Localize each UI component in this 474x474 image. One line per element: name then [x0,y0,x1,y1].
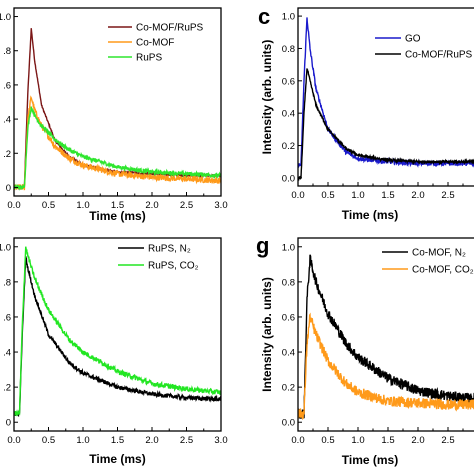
y-tick-label: 0.2 [282,141,295,152]
x-tick-label: 0.5 [42,435,55,446]
y-tick-label: .2 [3,149,11,160]
x-axis-label: Time (ms) [89,452,145,466]
x-tick-label: 0.0 [291,190,304,201]
x-tick-label: 2.5 [180,435,193,446]
x-tick-label: 2.5 [180,200,193,211]
y-tick-label: .8 [3,46,11,57]
y-tick-label: .8 [3,277,11,288]
y-tick-label: 1.0 [0,12,11,23]
x-tick-label: 1.5 [111,200,124,211]
y-tick-label: 1.0 [282,12,295,23]
panel-letter: g [256,233,269,258]
series-line-c-1 [298,68,474,182]
x-tick-label: 0.0 [7,435,20,446]
legend-label: Co-MOF, CO₂ [412,265,474,276]
x-tick-label: 0.0 [7,200,20,211]
y-axis-label: Intensity (arb. units) [260,40,274,155]
series-line-top-left-1 [14,95,221,191]
x-tick-label: 1.5 [111,435,124,446]
x-tick-label: 2.5 [441,435,454,446]
x-tick-label: 0.5 [321,190,334,201]
y-tick-label: .2 [3,383,11,394]
x-axis-label: Time (ms) [89,209,145,223]
x-tick-label: 1.0 [76,200,89,211]
series-line-g-1 [298,312,474,420]
legend-label: GO [405,34,421,45]
series-line-bottom-left-1 [14,246,221,417]
x-tick-label: 1.5 [381,190,394,201]
x-tick-label: 1.5 [381,435,394,446]
panel-g: 0.0 0.5 1.0 1.5 2.0 2.5 0.0 0.2 0.4 0.6 0.8 1.0 Time… [256,233,474,467]
y-tick-label: 0.0 [282,418,295,429]
x-tick-label: 2.0 [411,190,424,201]
x-tick-label: 0.0 [291,435,304,446]
y-tick-label: .4 [3,115,11,126]
series-line-top-left-0 [14,28,221,191]
y-tick-label: 1.0 [282,242,295,253]
x-axis-label: Time (ms) [342,208,398,222]
y-tick-label: 0.4 [282,109,295,120]
y-tick-label: 0.2 [282,383,295,394]
x-tick-label: 3.0 [214,200,227,211]
x-tick-label: 0.5 [321,435,334,446]
x-tick-label: 2.5 [441,190,454,201]
x-tick-label: 2.0 [145,200,158,211]
y-tick-label: 0 [6,418,11,429]
y-tick-label: 0.0 [282,173,295,184]
y-tick-label: 0.4 [282,348,295,359]
x-tick-label: 1.0 [351,435,364,446]
legend-label: Co-MOF/RuPS [405,50,473,61]
y-axis-label: Intensity (arb. units) [260,277,274,392]
x-axis-label: Time (ms) [342,453,398,467]
panel-c: 0.0 0.5 1.0 1.5 2.0 2.5 0.0 0.2 0.4 0.6 0.8 1.0 Time… [258,4,474,222]
y-tick-label: 0.8 [282,44,295,55]
x-tick-label: 1.0 [351,190,364,201]
y-tick-label: 0.8 [282,277,295,288]
x-tick-label: 0.5 [42,200,55,211]
x-tick-label: 2.0 [411,435,424,446]
x-tick-label: 3.0 [214,435,227,446]
legend-label: Co-MOF, N₂ [412,248,466,259]
legend-label: RuPS, CO₂ [148,261,199,272]
series-line-bottom-left-0 [14,256,221,418]
legend-label: RuPS [136,53,162,64]
x-tick-label: 1.0 [76,435,89,446]
y-tick-label: 0.6 [282,76,295,87]
legend-label: Co-MOF [136,38,174,49]
panel-letter: c [258,4,270,29]
y-tick-label: .6 [3,312,11,323]
series-line-top-left-2 [14,106,221,191]
y-tick-label: .4 [3,348,11,359]
y-tick-label: 1.0 [0,242,11,253]
series-line-c-0 [298,17,474,169]
y-tick-label: 0 [6,183,11,194]
x-tick-label: 2.0 [145,435,158,446]
y-tick-label: .6 [3,80,11,91]
legend-label: RuPS, N₂ [148,244,191,255]
y-tick-label: 0.6 [282,312,295,323]
series-line-g-0 [298,254,474,419]
legend-label: Co-MOF/RuPS [136,23,204,34]
